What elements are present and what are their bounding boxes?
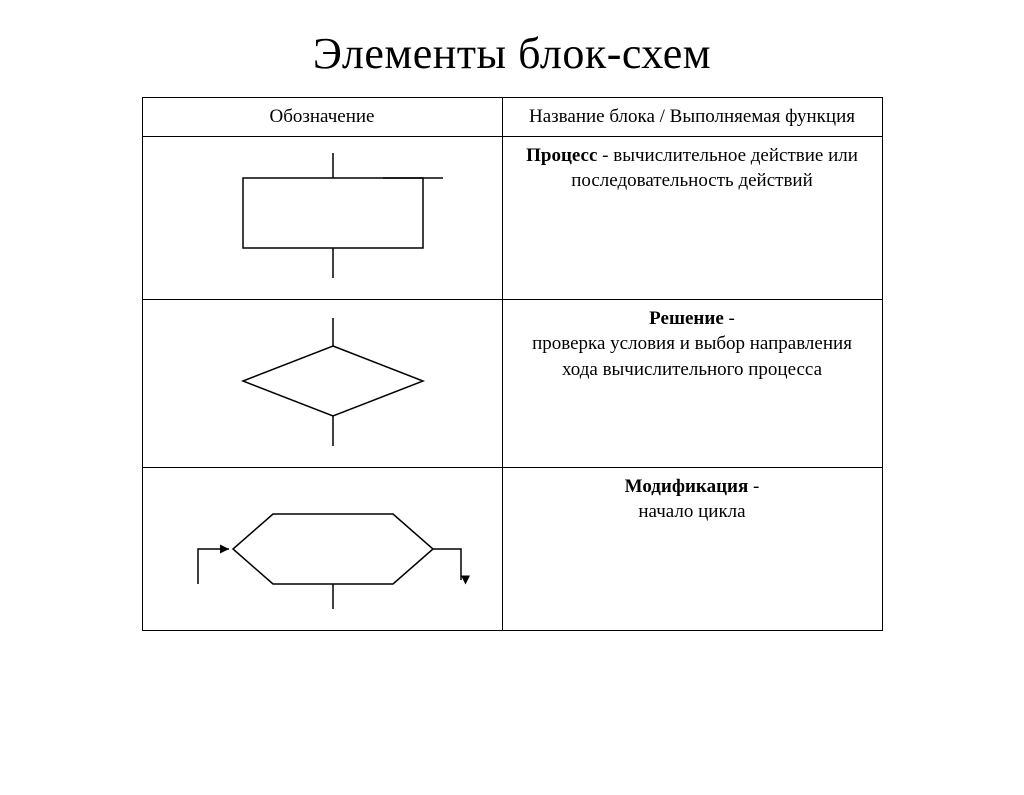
sep: - xyxy=(597,145,613,166)
col-header-desc: Название блока / Выполняемая функция xyxy=(502,98,882,137)
col-header-symbol: Обозначение xyxy=(142,98,502,137)
desc-decision: Решение - проверка условия и выбор напра… xyxy=(502,299,882,467)
symbol-process xyxy=(142,136,502,299)
term-decision: Решение xyxy=(649,308,724,329)
page-title: Элементы блок-схем xyxy=(0,28,1024,79)
desc-modification: Модификация - начало цикла xyxy=(502,467,882,630)
process-icon xyxy=(153,143,513,293)
table-header-row: Обозначение Название блока / Выполняемая… xyxy=(142,98,882,137)
symbol-modification xyxy=(142,467,502,630)
desc-text: начало цикла xyxy=(638,501,745,522)
term-process: Процесс xyxy=(526,145,597,166)
desc-text: вычислительное действие или последовател… xyxy=(571,145,858,192)
page: Элементы блок-схем Обозначение Название … xyxy=(0,28,1024,795)
table-row: Модификация - начало цикла xyxy=(142,467,882,630)
decision-icon xyxy=(153,306,513,461)
symbol-decision xyxy=(142,299,502,467)
sep: - xyxy=(724,308,735,329)
table-row: Процесс - вычислительное действие или по… xyxy=(142,136,882,299)
table-row: Решение - проверка условия и выбор напра… xyxy=(142,299,882,467)
sep: - xyxy=(748,476,759,497)
term-modification: Модификация xyxy=(625,476,749,497)
desc-process: Процесс - вычислительное действие или по… xyxy=(502,136,882,299)
modification-icon xyxy=(153,474,513,624)
flowchart-elements-table: Обозначение Название блока / Выполняемая… xyxy=(142,97,883,631)
desc-text: проверка условия и выбор направления ход… xyxy=(532,333,852,380)
